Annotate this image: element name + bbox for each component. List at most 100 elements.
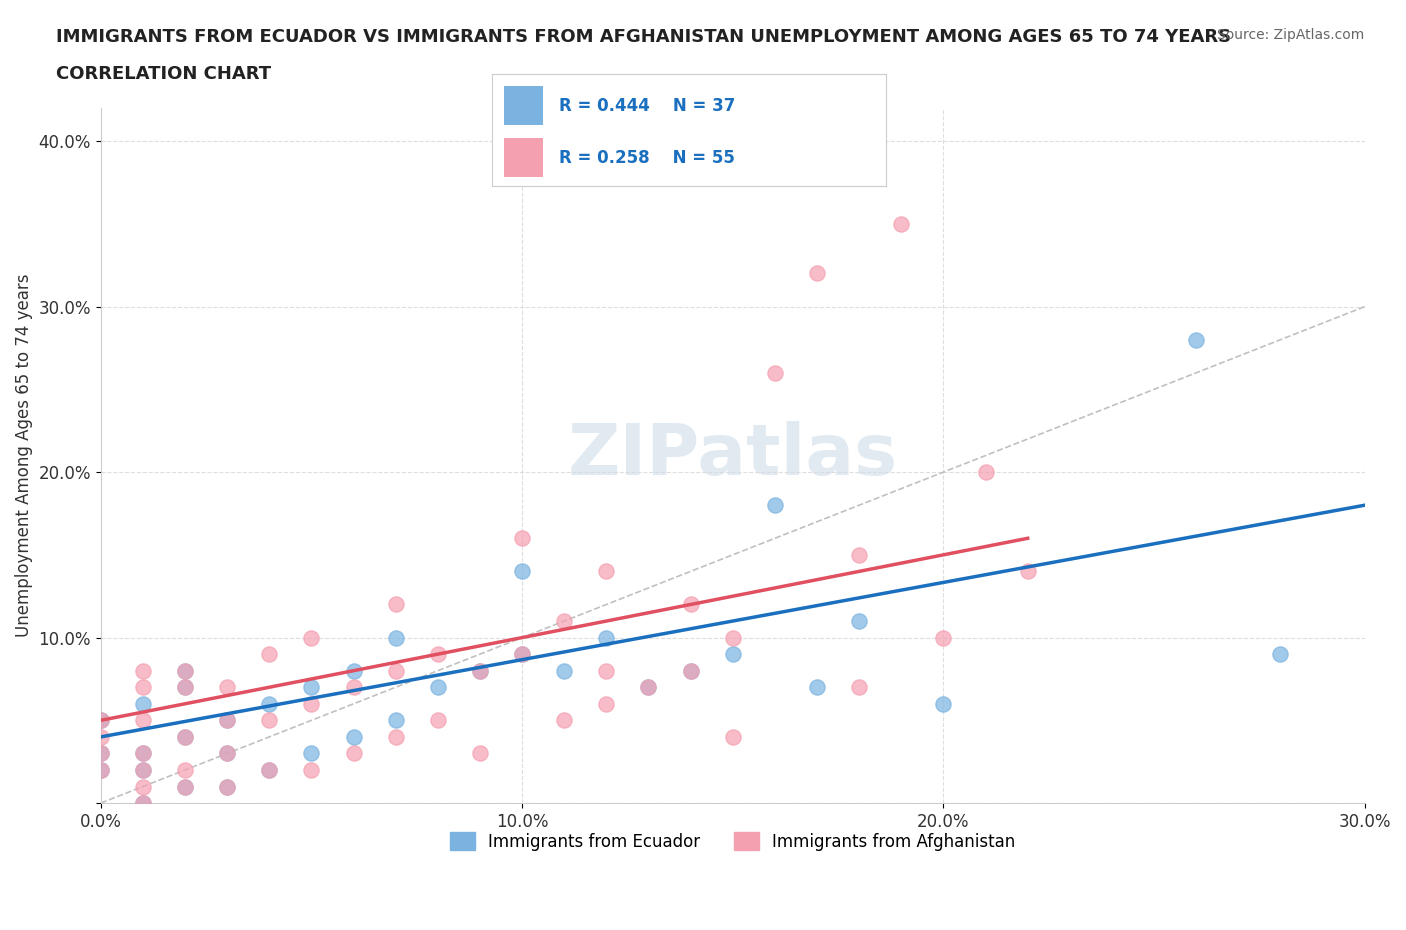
Point <box>217 746 239 761</box>
Legend: Immigrants from Ecuador, Immigrants from Afghanistan: Immigrants from Ecuador, Immigrants from… <box>443 826 1022 857</box>
Point <box>721 729 744 744</box>
Point <box>342 729 364 744</box>
Point <box>132 746 155 761</box>
Point <box>763 498 786 512</box>
Point <box>174 729 197 744</box>
Point <box>679 663 702 678</box>
Point <box>806 266 828 281</box>
Point <box>132 680 155 695</box>
Y-axis label: Unemployment Among Ages 65 to 74 years: Unemployment Among Ages 65 to 74 years <box>15 273 32 637</box>
Point <box>848 614 870 629</box>
Point <box>174 779 197 794</box>
Point <box>342 746 364 761</box>
Point <box>932 631 955 645</box>
Point <box>342 663 364 678</box>
Point <box>174 663 197 678</box>
Point <box>426 713 449 728</box>
Point <box>595 564 617 578</box>
Point <box>217 713 239 728</box>
Point <box>426 646 449 661</box>
Point <box>132 697 155 711</box>
Point <box>763 365 786 380</box>
Point <box>384 597 406 612</box>
Point <box>301 763 323 777</box>
Point <box>174 729 197 744</box>
Point <box>510 531 533 546</box>
Point <box>90 746 112 761</box>
Text: IMMIGRANTS FROM ECUADOR VS IMMIGRANTS FROM AFGHANISTAN UNEMPLOYMENT AMONG AGES 6: IMMIGRANTS FROM ECUADOR VS IMMIGRANTS FR… <box>56 28 1232 46</box>
Point <box>1017 564 1039 578</box>
Point <box>174 779 197 794</box>
Point <box>90 729 112 744</box>
Point <box>721 631 744 645</box>
Point <box>259 646 281 661</box>
Point <box>974 465 997 480</box>
Point <box>553 614 575 629</box>
Point <box>595 631 617 645</box>
Point <box>217 680 239 695</box>
Text: ZIPatlas: ZIPatlas <box>568 421 898 490</box>
Point <box>132 796 155 811</box>
Point <box>174 680 197 695</box>
Point <box>1270 646 1292 661</box>
Bar <box>503 138 543 177</box>
Point <box>510 646 533 661</box>
Point <box>174 663 197 678</box>
Point <box>510 646 533 661</box>
Point <box>848 548 870 563</box>
Point <box>384 713 406 728</box>
Point <box>384 631 406 645</box>
Point <box>132 796 155 811</box>
Point <box>174 763 197 777</box>
Point <box>132 663 155 678</box>
Point <box>90 713 112 728</box>
Text: R = 0.258    N = 55: R = 0.258 N = 55 <box>560 149 735 167</box>
Text: R = 0.444    N = 37: R = 0.444 N = 37 <box>560 97 735 114</box>
Point <box>468 746 491 761</box>
Point <box>259 763 281 777</box>
Point <box>90 763 112 777</box>
Point <box>217 779 239 794</box>
Point <box>301 631 323 645</box>
Point <box>342 680 364 695</box>
Point <box>679 597 702 612</box>
Point <box>679 663 702 678</box>
Point <box>90 713 112 728</box>
Point <box>1185 332 1208 347</box>
Point <box>217 713 239 728</box>
Point <box>384 729 406 744</box>
Point <box>259 763 281 777</box>
Point <box>217 779 239 794</box>
Point <box>553 663 575 678</box>
Point <box>259 697 281 711</box>
Point <box>468 663 491 678</box>
Point <box>468 663 491 678</box>
Point <box>806 680 828 695</box>
Point <box>553 713 575 728</box>
Point <box>637 680 659 695</box>
Point <box>637 680 659 695</box>
Point <box>259 713 281 728</box>
Point <box>384 663 406 678</box>
Point <box>301 697 323 711</box>
Point <box>132 763 155 777</box>
Point <box>595 663 617 678</box>
Point <box>301 680 323 695</box>
Point <box>510 564 533 578</box>
Point <box>721 646 744 661</box>
Point <box>132 779 155 794</box>
Point <box>848 680 870 695</box>
Point <box>132 763 155 777</box>
Point <box>90 763 112 777</box>
Point <box>890 217 912 232</box>
Text: CORRELATION CHART: CORRELATION CHART <box>56 65 271 83</box>
Point <box>217 746 239 761</box>
Point <box>132 713 155 728</box>
Point <box>426 680 449 695</box>
Text: Source: ZipAtlas.com: Source: ZipAtlas.com <box>1216 28 1364 42</box>
Point <box>90 746 112 761</box>
Point <box>174 680 197 695</box>
Bar <box>503 86 543 125</box>
Point <box>595 697 617 711</box>
Point <box>932 697 955 711</box>
